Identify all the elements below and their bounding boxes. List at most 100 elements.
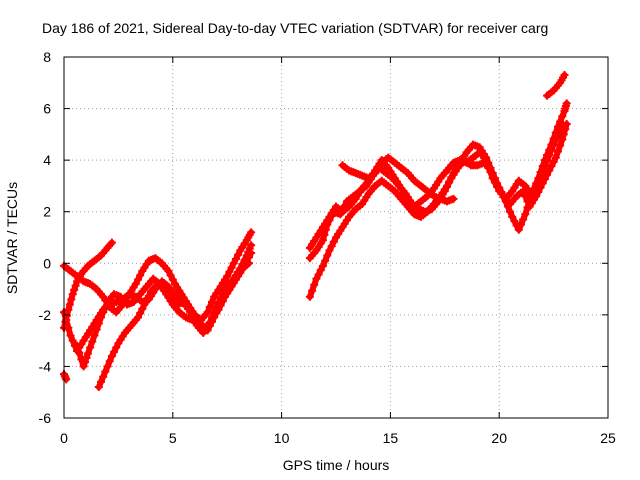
data-point-marker (112, 343, 121, 352)
data-point-marker (92, 325, 101, 334)
data-point-marker (545, 166, 554, 175)
data-point-marker (305, 292, 314, 301)
data-point-marker (247, 248, 256, 257)
x-tick-label: 10 (274, 430, 290, 446)
series-arc-5 (94, 259, 253, 392)
data-point-marker (244, 259, 253, 268)
series-arc-11 (543, 71, 569, 100)
data-point-marker (514, 225, 523, 234)
x-tick-label: 5 (169, 430, 177, 446)
data-point-marker (90, 331, 99, 340)
data-point-marker (325, 246, 334, 255)
data-point-marker (140, 300, 149, 309)
data-point-marker (64, 323, 73, 332)
x-tick-label: 0 (60, 430, 68, 446)
axis-ticks: 0 5 10 15 20 25 -6 -4 -2 0 2 4 6 8 (39, 49, 616, 446)
data-point-marker (538, 168, 547, 177)
data-point-marker (64, 305, 73, 314)
data-point-marker (506, 207, 515, 216)
data-point-marker (558, 120, 567, 129)
x-tick-label: 20 (491, 430, 507, 446)
data-point-marker (234, 250, 243, 259)
plot-frame (63, 56, 609, 419)
data-point-marker (223, 272, 232, 281)
data-point-marker (488, 174, 497, 183)
data-point-marker (101, 303, 110, 312)
data-point-marker (186, 308, 195, 317)
data-point-marker (144, 291, 153, 300)
data-series (60, 71, 571, 392)
data-point-marker (227, 263, 236, 272)
data-point-marker (447, 173, 456, 182)
data-point-marker (142, 296, 151, 305)
data-point-marker (493, 182, 502, 191)
data-point-marker (540, 161, 549, 170)
data-point-marker (88, 337, 97, 346)
data-point-marker (207, 313, 216, 322)
data-point-marker (231, 254, 240, 263)
data-point-marker (166, 271, 175, 280)
data-point-marker (68, 290, 77, 299)
data-point-marker (551, 153, 560, 162)
y-tick-label: -2 (39, 307, 52, 323)
data-point-marker (445, 177, 454, 186)
data-point-marker (323, 251, 332, 260)
data-point-marker (486, 168, 495, 177)
data-point-marker (81, 358, 90, 367)
data-point-marker (551, 135, 560, 144)
series-trace (95, 260, 252, 391)
data-point-marker (521, 210, 530, 219)
data-point-marker (68, 336, 77, 345)
data-point-marker (133, 313, 142, 322)
data-point-marker (131, 279, 140, 288)
data-point-marker (107, 352, 116, 361)
data-point-marker (105, 357, 114, 366)
data-point-marker (545, 150, 554, 159)
data-point-marker (508, 212, 517, 221)
data-point-marker (75, 348, 84, 357)
series-arc-6 (60, 370, 71, 384)
data-point-marker (482, 156, 491, 165)
data-point-marker (536, 175, 545, 184)
data-point-marker (67, 295, 76, 304)
data-point-marker (94, 383, 103, 392)
data-point-marker (560, 71, 569, 80)
series-arc-2 (60, 238, 116, 332)
y-tick-label: 2 (43, 204, 51, 220)
data-point-marker (558, 112, 567, 121)
data-point-marker (96, 377, 105, 386)
data-point-marker (543, 156, 552, 165)
data-point-marker (79, 362, 88, 371)
data-point-marker (503, 202, 512, 211)
data-point-marker (214, 298, 223, 307)
data-point-marker (210, 308, 219, 317)
data-point-marker (138, 304, 147, 313)
data-point-marker (247, 241, 256, 250)
y-tick-label: 0 (43, 255, 51, 271)
data-point-marker (484, 162, 493, 171)
data-point-marker (66, 331, 75, 340)
data-point-marker (82, 353, 91, 362)
data-point-marker (70, 285, 79, 294)
data-point-marker (314, 270, 323, 279)
data-point-marker (510, 217, 519, 226)
data-point-marker (136, 271, 145, 280)
data-point-marker (216, 294, 225, 303)
data-point-marker (490, 178, 499, 187)
data-point-marker (553, 147, 562, 156)
y-tick-label: 6 (43, 101, 51, 117)
data-point-marker (308, 286, 317, 295)
x-tick-label: 15 (383, 430, 399, 446)
chart-title: Day 186 of 2021, Sidereal Day-to-day VTE… (42, 20, 548, 36)
data-point-marker (547, 145, 556, 154)
y-tick-label: -6 (39, 410, 52, 426)
data-point-marker (168, 275, 177, 284)
data-point-marker (523, 203, 532, 212)
y-tick-label: 8 (43, 49, 51, 65)
data-point-marker (549, 140, 558, 149)
data-point-marker (136, 309, 145, 318)
data-point-marker (99, 308, 108, 317)
data-point-marker (247, 228, 256, 237)
